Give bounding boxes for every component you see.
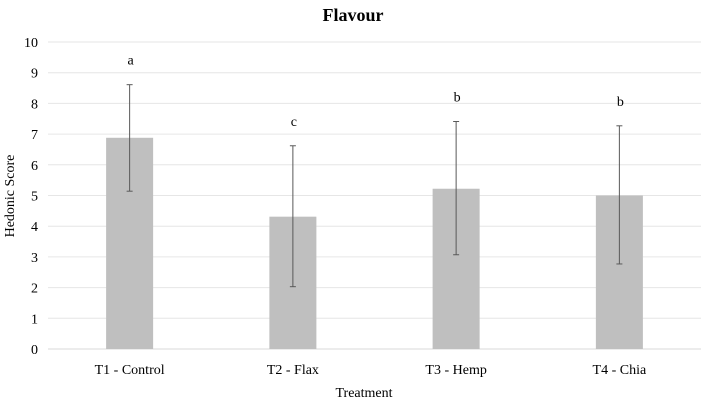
y-axis-label: Hedonic Score xyxy=(3,155,18,238)
x-tick-label: T1 - Control xyxy=(95,363,165,378)
x-tick-label: T4 - Chia xyxy=(593,363,647,378)
x-axis-label: Treatment xyxy=(335,386,392,401)
significance-letter: c xyxy=(291,115,297,130)
y-tick-label: 4 xyxy=(31,220,38,235)
chart-title: Flavour xyxy=(323,5,384,25)
significance-letter: b xyxy=(454,91,461,106)
y-tick-label: 10 xyxy=(24,36,38,51)
y-tick-label: 7 xyxy=(31,128,38,143)
significance-letter: a xyxy=(128,54,135,69)
y-tick-label: 2 xyxy=(31,282,38,297)
x-tick-label: T3 - Hemp xyxy=(425,363,486,378)
x-tick-label: T2 - Flax xyxy=(267,363,319,378)
y-tick-label: 9 xyxy=(31,67,38,82)
significance-letter: b xyxy=(617,95,624,110)
y-tick-label: 6 xyxy=(31,159,38,174)
y-tick-label: 0 xyxy=(31,343,38,358)
y-tick-label: 1 xyxy=(31,312,38,327)
y-tick-label: 3 xyxy=(31,251,38,266)
y-tick-label: 8 xyxy=(31,97,38,112)
y-tick-label: 5 xyxy=(31,190,38,205)
